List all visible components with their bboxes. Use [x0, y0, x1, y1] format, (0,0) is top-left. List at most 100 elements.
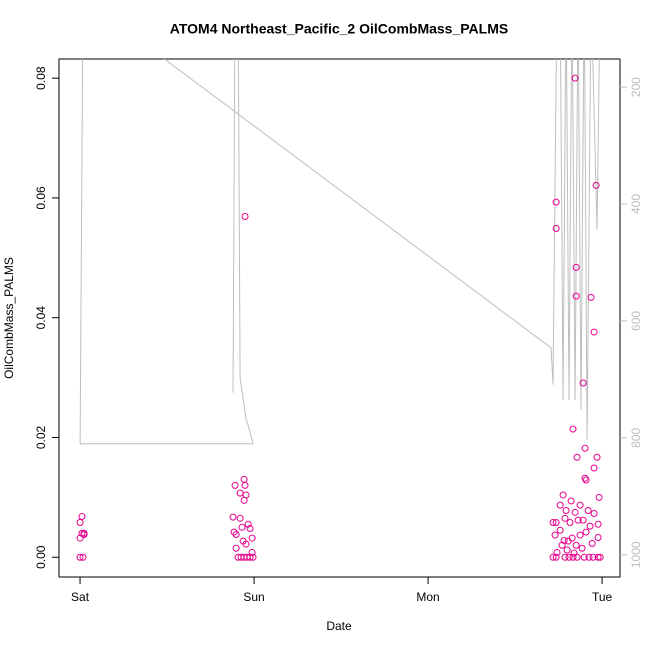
point	[80, 530, 88, 538]
point	[586, 522, 594, 530]
point	[246, 524, 254, 532]
point	[240, 475, 248, 483]
point	[589, 553, 597, 561]
point	[79, 553, 87, 561]
y2-tick-label: 600	[629, 311, 643, 331]
chart-title: ATOM4 Northeast_Pacific_2 OilCombMass_PA…	[170, 21, 508, 37]
point	[565, 553, 573, 561]
point	[578, 544, 586, 552]
point	[572, 292, 580, 300]
point	[568, 534, 576, 542]
point	[552, 553, 560, 561]
point	[596, 553, 604, 561]
point	[561, 514, 569, 522]
point	[571, 74, 579, 82]
point	[581, 444, 589, 452]
y2-tick-label: 200	[629, 77, 643, 97]
point	[76, 553, 84, 561]
point	[572, 541, 580, 549]
y-tick-label: 0.04	[34, 306, 48, 330]
point	[562, 507, 570, 515]
x-tick-label: Sun	[243, 590, 264, 604]
point	[585, 553, 593, 561]
point	[594, 520, 602, 528]
point	[236, 514, 244, 522]
point	[576, 531, 584, 539]
point	[78, 513, 86, 521]
y-tick-label: 0.02	[34, 425, 48, 449]
point	[594, 553, 602, 561]
point	[590, 464, 598, 472]
x-tick-label: Sat	[71, 590, 90, 604]
y-tick-label: 0.06	[34, 186, 48, 210]
point	[241, 212, 249, 220]
point	[241, 481, 249, 489]
y2-tick-label: 400	[629, 194, 643, 214]
point	[552, 519, 560, 527]
y-tick-label: 0.08	[34, 66, 48, 90]
point	[579, 516, 587, 524]
point	[576, 501, 584, 509]
point	[564, 537, 572, 545]
point	[552, 224, 560, 232]
point	[571, 508, 579, 516]
point	[232, 544, 240, 552]
point	[244, 520, 252, 528]
point	[569, 553, 577, 561]
point	[580, 553, 588, 561]
point	[248, 534, 256, 542]
point	[549, 553, 557, 561]
point	[588, 539, 596, 547]
y-tick-label: 0.00	[34, 545, 48, 569]
point	[76, 534, 84, 542]
point	[229, 513, 237, 521]
point	[556, 526, 564, 534]
point	[231, 481, 239, 489]
x-axis-label: Date	[326, 619, 352, 633]
y2-tick-label: 1000	[629, 541, 643, 568]
point	[595, 493, 603, 501]
y-axis-label: OilCombMass_PALMS	[2, 257, 16, 379]
point	[573, 553, 581, 561]
point	[232, 530, 240, 538]
point	[566, 519, 574, 527]
point	[584, 507, 592, 515]
point	[549, 519, 557, 527]
point	[573, 453, 581, 461]
point	[593, 453, 601, 461]
point	[567, 497, 575, 505]
point	[590, 328, 598, 336]
point	[556, 501, 564, 509]
plot-frame	[58, 58, 621, 578]
point	[240, 496, 248, 504]
point	[563, 546, 571, 554]
point	[574, 516, 582, 524]
point	[587, 293, 595, 301]
point	[558, 541, 566, 549]
plot-area	[76, 59, 604, 561]
point	[551, 531, 559, 539]
y2-tick-label: 800	[629, 428, 643, 448]
point	[582, 528, 590, 536]
point	[249, 553, 257, 561]
point	[238, 523, 246, 531]
point	[76, 519, 84, 527]
point	[579, 379, 587, 387]
point	[230, 528, 238, 536]
point	[572, 263, 580, 271]
x-tick-label: Mon	[416, 590, 439, 604]
point	[552, 198, 560, 206]
point	[590, 510, 598, 518]
point	[594, 533, 602, 541]
point	[559, 491, 567, 499]
point	[239, 537, 247, 545]
point	[561, 553, 569, 561]
line	[79, 59, 600, 445]
point	[570, 549, 578, 557]
point	[569, 425, 577, 433]
point	[582, 476, 590, 484]
point	[236, 489, 244, 497]
point	[248, 548, 256, 556]
point	[592, 181, 600, 189]
